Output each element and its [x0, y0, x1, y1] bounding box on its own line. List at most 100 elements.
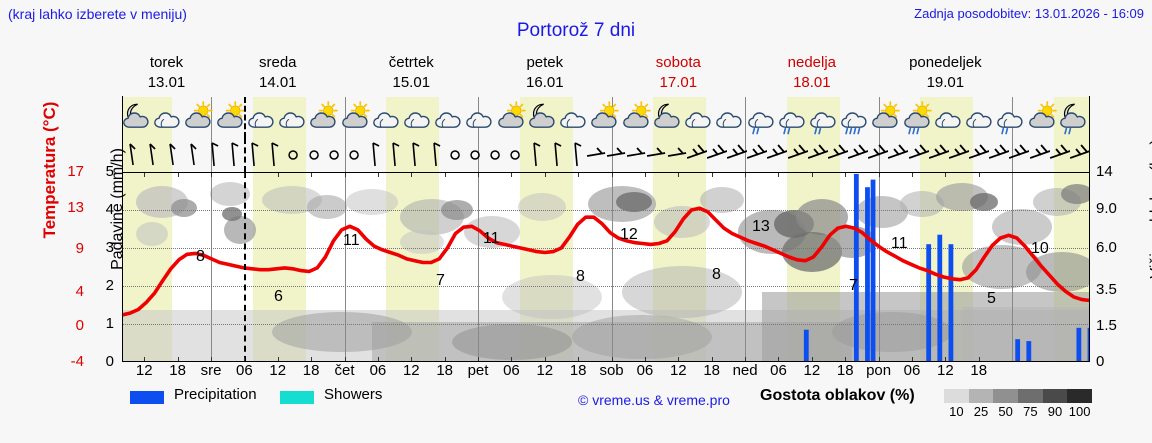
temperature-min-label: 8	[712, 266, 721, 283]
wind-barb-strong	[1029, 138, 1050, 172]
x-tick-mark	[244, 357, 246, 362]
x-tick-mark	[611, 172, 613, 177]
wind-barb-strong	[948, 138, 970, 172]
x-tick-label: 06	[770, 362, 787, 379]
x-tick-label: čet	[334, 362, 355, 379]
temperature-max-label: 11	[483, 230, 500, 247]
x-tick-mark	[745, 357, 747, 362]
wind-barb-calm-light	[142, 138, 162, 172]
cloud-density-swatch	[968, 389, 994, 403]
x-tick-mark	[878, 172, 880, 177]
cloud-icon	[372, 98, 403, 137]
sun-cloud-icon	[871, 98, 902, 137]
sun-cloud-icon	[497, 98, 528, 137]
x-tick-label: 12	[402, 362, 420, 379]
x-tick-label: 18	[703, 362, 721, 379]
x-tick-label: 12	[536, 362, 554, 379]
wind-barb-strong	[726, 138, 748, 172]
day-header-sreda: sreda 14.01	[211, 52, 345, 96]
x-tick-mark	[611, 357, 613, 362]
sun-cloud-icon	[341, 98, 372, 137]
x-tick-mark	[778, 172, 780, 177]
precipitation-tick: 4	[105, 201, 114, 218]
moon-cloud-icon	[653, 98, 684, 137]
wind-barb-moderate	[606, 138, 626, 172]
temperature-tick: 0	[75, 317, 84, 334]
current-time-marker	[244, 172, 247, 362]
x-tick-mark	[711, 172, 713, 177]
day-separator	[745, 138, 747, 172]
x-tick-mark	[678, 357, 680, 362]
temperature-tick: 4	[75, 283, 84, 300]
x-tick-mark	[911, 172, 913, 177]
cloud-icon	[465, 98, 496, 137]
precipitation-tick: 5	[105, 163, 114, 180]
x-tick-mark	[544, 172, 546, 177]
cloud-icon	[934, 98, 965, 137]
current-time-marker	[244, 97, 247, 138]
temperature-tick: 17	[67, 163, 84, 180]
location-menu-note[interactable]: (kraj lahko izberete v meniju)	[8, 6, 187, 22]
x-tick-label: 18	[302, 362, 320, 379]
x-tick-mark	[444, 172, 446, 177]
day-header-row: torek 13.01 sreda 14.01 četrtek 15.01 petek 16.…	[122, 52, 1090, 96]
x-tick-label: 12	[803, 362, 821, 379]
x-tick-mark	[544, 357, 546, 362]
x-tick-mark	[177, 172, 179, 177]
x-tick-mark	[678, 172, 680, 177]
day-name: sreda	[258, 54, 297, 71]
x-tick-mark	[277, 357, 279, 362]
sun-cloud-icon	[309, 98, 340, 137]
forecast-graph	[122, 172, 1090, 362]
temperature-tick: 9	[75, 240, 84, 257]
cloud-density-color-scale	[944, 389, 1093, 403]
horizontal-gridline	[122, 210, 1090, 211]
temperature-tick: -4	[70, 353, 84, 370]
x-tick-mark	[845, 357, 847, 362]
cloud-icon	[278, 98, 309, 137]
horizontal-gridline	[122, 248, 1090, 249]
cloud-density-legend-title: Gostota oblakov (%)	[760, 387, 915, 404]
x-tick-mark	[244, 172, 246, 177]
precipitation-legend-swatch	[130, 391, 164, 404]
day-header-četrtek: četrtek 15.01	[345, 52, 479, 96]
cloud-density-swatch	[1042, 389, 1068, 403]
x-tick-mark	[478, 357, 480, 362]
wind-barb-strong	[1009, 138, 1030, 172]
day-separator	[611, 172, 613, 362]
x-tick-mark	[845, 172, 847, 177]
cloud-icon	[434, 98, 465, 137]
wind-barb-light	[525, 138, 545, 172]
wind-barb-calm	[304, 138, 324, 172]
current-time-marker	[244, 138, 247, 172]
day-header-petek: petek 16.01	[478, 52, 612, 96]
x-tick-label: sob	[599, 362, 624, 379]
day-name: nedelja	[787, 54, 837, 71]
wind-barb-strong	[787, 138, 808, 172]
wind-barb-strong	[1049, 138, 1071, 172]
temperature-max-label: 8	[196, 248, 205, 265]
day-separator	[878, 172, 880, 362]
cloud-icon	[403, 98, 434, 137]
x-tick-mark	[377, 357, 379, 362]
cloud-icon	[153, 98, 184, 137]
x-tick-label: 12	[937, 362, 954, 379]
day-separator	[745, 97, 747, 138]
copyright-link[interactable]: © vreme.us & vreme.pro	[578, 392, 730, 408]
wind-barb-strong	[706, 138, 728, 172]
temperature-max-label: 10	[1031, 240, 1049, 257]
wind-barb-light	[223, 138, 243, 172]
moon-cloud-icon	[122, 98, 153, 137]
wind-barb-strong	[827, 138, 849, 172]
temperature-tick: 13	[67, 199, 84, 216]
temperature-min-label: 5	[987, 290, 996, 307]
x-tick-mark	[144, 357, 146, 362]
day-date: 17.01	[659, 74, 698, 91]
cloud-icon	[715, 98, 746, 137]
sun-cloud-icon	[184, 98, 215, 137]
daylight-band	[122, 138, 173, 172]
cloud-density-tick: 25	[973, 404, 989, 419]
daylight-band	[519, 138, 573, 172]
cloud-icon	[247, 98, 278, 137]
